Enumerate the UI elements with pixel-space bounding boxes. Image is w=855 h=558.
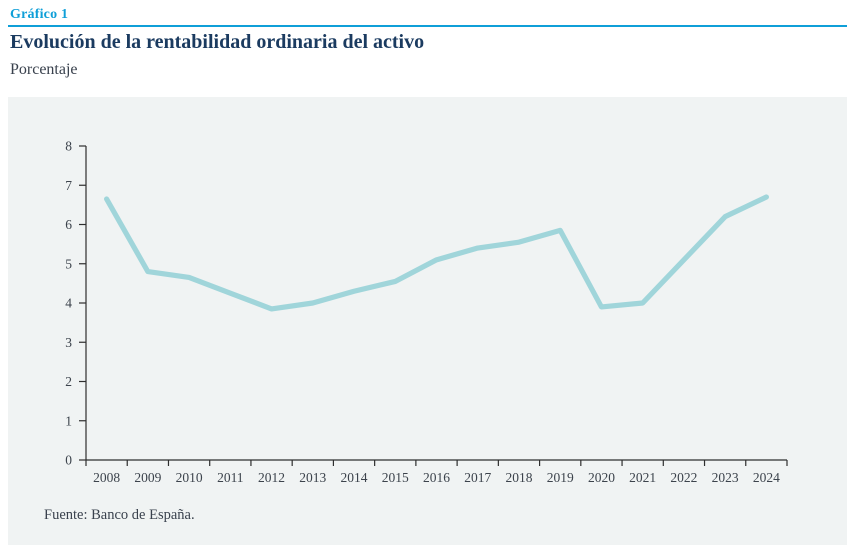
svg-text:3: 3 bbox=[65, 335, 72, 350]
svg-text:4: 4 bbox=[65, 296, 72, 311]
svg-text:2021: 2021 bbox=[629, 470, 656, 485]
accent-rule bbox=[8, 25, 847, 27]
line-chart: 0 1 2 3 4 5 6 7 8 2008 2009 2010 2011 2012 2013 2014 201… bbox=[65, 139, 788, 486]
svg-text:2016: 2016 bbox=[423, 470, 450, 485]
source-note: Fuente: Banco de España. bbox=[44, 507, 195, 523]
svg-text:1: 1 bbox=[65, 413, 72, 428]
svg-text:0: 0 bbox=[65, 453, 72, 468]
svg-text:6: 6 bbox=[65, 217, 72, 232]
svg-text:2023: 2023 bbox=[712, 470, 739, 485]
axis-tick-labels: 0 1 2 3 4 5 6 7 8 2008 2009 2010 2011 2012 2013 2014 201… bbox=[65, 139, 780, 486]
svg-text:5: 5 bbox=[65, 256, 72, 271]
svg-text:8: 8 bbox=[65, 139, 72, 154]
svg-text:2017: 2017 bbox=[464, 470, 491, 485]
svg-text:2009: 2009 bbox=[134, 470, 161, 485]
chart-subtitle: Porcentaje bbox=[10, 61, 78, 78]
svg-text:2015: 2015 bbox=[382, 470, 409, 485]
svg-text:2: 2 bbox=[65, 374, 72, 389]
svg-text:7: 7 bbox=[65, 178, 72, 193]
axes bbox=[79, 145, 788, 466]
chart-panel: 0 1 2 3 4 5 6 7 8 2008 2009 2010 2011 2012 2013 2014 201… bbox=[8, 97, 847, 545]
svg-text:2022: 2022 bbox=[670, 470, 697, 485]
svg-text:2020: 2020 bbox=[588, 470, 615, 485]
svg-text:2011: 2011 bbox=[217, 470, 244, 485]
svg-text:2008: 2008 bbox=[93, 470, 120, 485]
svg-text:2024: 2024 bbox=[753, 470, 780, 485]
page-title: Evolución de la rentabilidad ordinaria d… bbox=[10, 31, 425, 53]
svg-text:2019: 2019 bbox=[547, 470, 574, 485]
svg-text:2012: 2012 bbox=[258, 470, 285, 485]
chart-tag: Gráfico 1 bbox=[10, 7, 69, 22]
svg-text:2018: 2018 bbox=[505, 470, 532, 485]
svg-text:2014: 2014 bbox=[341, 470, 368, 485]
svg-text:2010: 2010 bbox=[176, 470, 203, 485]
data-line-series bbox=[104, 194, 769, 312]
svg-text:2013: 2013 bbox=[299, 470, 326, 485]
